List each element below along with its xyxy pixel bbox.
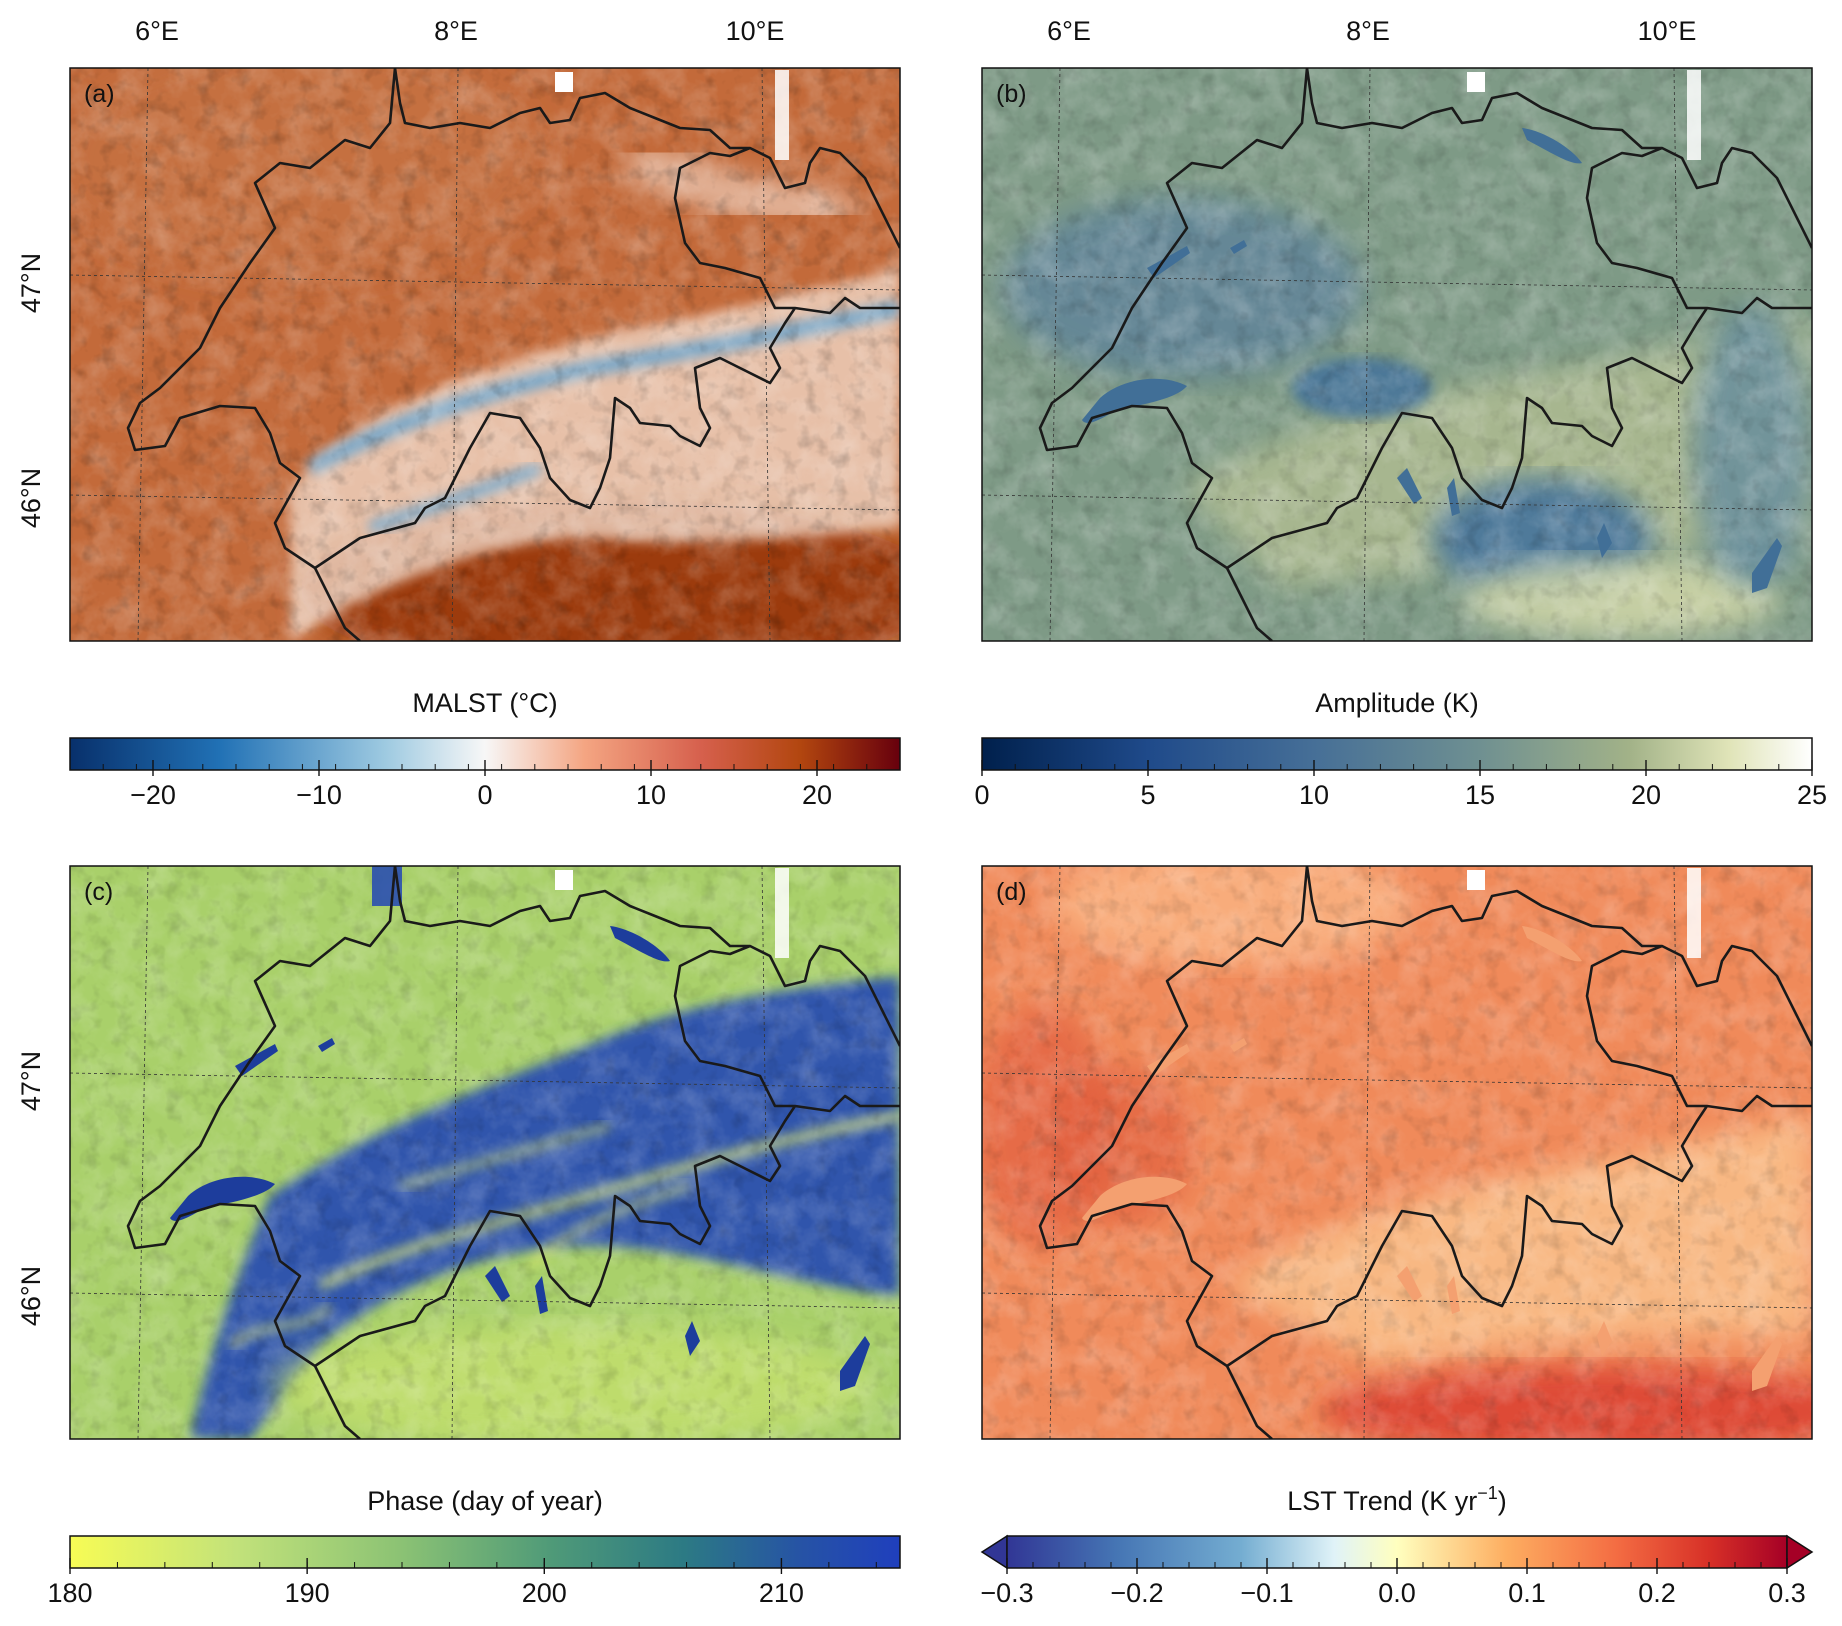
colorbar-tick-label: 210 <box>759 1578 804 1608</box>
colorbar-d-extend-low <box>980 1534 1008 1570</box>
colorbar-tick-label: −10 <box>296 780 342 810</box>
colorbar-tick-label: 0.3 <box>1768 1578 1806 1608</box>
lon-label-6e-left: 6°E <box>135 16 179 46</box>
colorbar-b-ticks: 0 5 10 15 20 25 <box>974 760 1827 810</box>
colorbar-tick-label: 0 <box>974 780 989 810</box>
panel-c-label: (c) <box>84 878 113 906</box>
colorbar-b-title: Amplitude (K) <box>1315 688 1479 718</box>
colorbar-d: LST Trend (K yr−1) −0.3 −0.2 −0.1 0.0 0.1 0.2… <box>980 1483 1814 1608</box>
colorbar-tick-label: −0.1 <box>1240 1578 1293 1608</box>
colorbar-d-ticks: −0.3 −0.2 −0.1 0.0 0.1 0.2 0.3 <box>980 1558 1806 1608</box>
colorbar-tick-label: −0.2 <box>1110 1578 1163 1608</box>
panel-a-map: (a) <box>69 67 901 642</box>
lat-label-46n-bottom: 46°N <box>16 1266 46 1326</box>
panel-a-label: (a) <box>84 80 115 108</box>
colorbar-c-title: Phase (day of year) <box>367 1486 603 1516</box>
lon-label-8e-right: 8°E <box>1346 16 1390 46</box>
colorbar-tick-label: 25 <box>1797 780 1827 810</box>
panel-d-map: (d) <box>981 865 1813 1440</box>
panel-d-label: (d) <box>996 878 1027 906</box>
panel-b-map: (b) <box>981 67 1813 642</box>
colorbar-c-gradient <box>69 1535 901 1569</box>
lon-label-6e-right: 6°E <box>1047 16 1091 46</box>
lon-label-10e-right: 10°E <box>1638 16 1697 46</box>
lat-label-46n-top: 46°N <box>16 468 46 528</box>
lon-label-8e-left: 8°E <box>434 16 478 46</box>
colorbar-b-gradient <box>981 737 1813 771</box>
lat-label-47n-top: 47°N <box>16 253 46 313</box>
colorbar-d-title: LST Trend (K yr−1) <box>1287 1483 1507 1516</box>
colorbar-d-title-main: LST Trend (K yr <box>1287 1486 1477 1516</box>
colorbar-a: MALST (°C) −20 −10 0 10 20 <box>69 688 901 810</box>
colorbar-tick-label: −0.3 <box>980 1578 1033 1608</box>
colorbar-c: Phase (day of year) 180 190 200 210 <box>47 1486 901 1608</box>
lat-label-47n-bottom: 47°N <box>16 1051 46 1111</box>
colorbar-d-title-end: ) <box>1498 1486 1507 1516</box>
colorbar-tick-label: 0.0 <box>1378 1578 1416 1608</box>
colorbar-tick-label: 20 <box>802 780 832 810</box>
colorbar-tick-label: 10 <box>636 780 666 810</box>
colorbar-tick-label: 180 <box>47 1578 92 1608</box>
colorbar-c-ticks: 180 190 200 210 <box>47 1558 877 1608</box>
colorbar-tick-label: 20 <box>1631 780 1661 810</box>
colorbar-tick-label: 10 <box>1299 780 1329 810</box>
colorbar-tick-label: 190 <box>285 1578 330 1608</box>
colorbar-a-ticks: −20 −10 0 10 20 <box>69 760 901 810</box>
colorbar-tick-label: 200 <box>522 1578 567 1608</box>
colorbar-tick-label: 5 <box>1140 780 1155 810</box>
colorbar-d-extend-high <box>1786 1534 1814 1570</box>
colorbar-tick-label: 15 <box>1465 780 1495 810</box>
lon-label-10e-left: 10°E <box>726 16 785 46</box>
panel-c-map: (c) <box>69 865 901 1440</box>
colorbar-d-title-sup: −1 <box>1477 1483 1498 1503</box>
colorbar-tick-label: −20 <box>130 780 176 810</box>
colorbar-tick-label: 0.2 <box>1638 1578 1676 1608</box>
colorbar-a-title: MALST (°C) <box>412 688 557 718</box>
colorbar-tick-label: 0.1 <box>1508 1578 1546 1608</box>
colorbar-tick-label: 0 <box>477 780 492 810</box>
colorbar-b: Amplitude (K) 0 5 10 15 20 25 <box>974 688 1827 810</box>
panel-b-label: (b) <box>996 80 1027 108</box>
